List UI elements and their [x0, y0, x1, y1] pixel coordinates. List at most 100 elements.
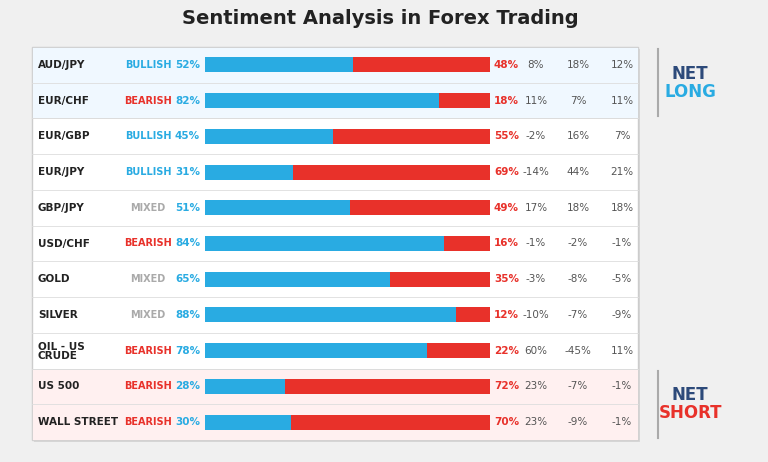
Text: NET: NET [672, 386, 708, 404]
Text: -8%: -8% [568, 274, 588, 284]
Text: OIL - US: OIL - US [38, 342, 84, 352]
Bar [455, 307, 490, 322]
Text: BULLISH: BULLISH [124, 131, 171, 141]
Bar [353, 57, 490, 73]
Text: -10%: -10% [523, 310, 549, 320]
Text: 55%: 55% [494, 131, 519, 141]
Bar [439, 93, 490, 108]
Text: 51%: 51% [175, 203, 200, 213]
Bar [290, 414, 490, 430]
Text: 8%: 8% [528, 60, 545, 70]
Bar [205, 414, 290, 430]
Text: 28%: 28% [175, 382, 200, 391]
Text: 23%: 23% [525, 417, 548, 427]
Text: EUR/JPY: EUR/JPY [38, 167, 84, 177]
Text: -2%: -2% [526, 131, 546, 141]
Text: BEARISH: BEARISH [124, 238, 172, 249]
Bar [32, 369, 638, 440]
Text: 22%: 22% [494, 346, 519, 356]
Text: 18%: 18% [611, 203, 634, 213]
Text: 65%: 65% [175, 274, 200, 284]
Text: WALL STREET: WALL STREET [38, 417, 118, 427]
Text: 44%: 44% [567, 167, 590, 177]
Text: -2%: -2% [568, 238, 588, 249]
Text: EUR/GBP: EUR/GBP [38, 131, 90, 141]
Text: -7%: -7% [568, 310, 588, 320]
Text: 88%: 88% [175, 310, 200, 320]
Text: 60%: 60% [525, 346, 548, 356]
Text: 16%: 16% [494, 238, 519, 249]
Text: MIXED: MIXED [131, 203, 166, 213]
Text: GBP/JPY: GBP/JPY [38, 203, 84, 213]
Bar [205, 236, 445, 251]
Text: BEARISH: BEARISH [124, 346, 172, 356]
Bar [205, 93, 439, 108]
Text: 69%: 69% [494, 167, 519, 177]
Text: BEARISH: BEARISH [124, 382, 172, 391]
Text: USD/CHF: USD/CHF [38, 238, 90, 249]
Bar [293, 164, 490, 180]
Bar [205, 272, 390, 287]
Text: 18%: 18% [494, 96, 519, 106]
Text: EUR/CHF: EUR/CHF [38, 96, 89, 106]
Text: 49%: 49% [494, 203, 519, 213]
Bar [350, 200, 490, 215]
Text: 70%: 70% [494, 417, 519, 427]
FancyBboxPatch shape [32, 47, 638, 440]
Bar [205, 379, 285, 394]
Text: 11%: 11% [611, 346, 634, 356]
Text: 82%: 82% [175, 96, 200, 106]
Text: -7%: -7% [568, 382, 588, 391]
Text: 78%: 78% [175, 346, 200, 356]
Text: -9%: -9% [612, 310, 632, 320]
Text: -5%: -5% [612, 274, 632, 284]
Text: 72%: 72% [494, 382, 519, 391]
Text: 35%: 35% [494, 274, 519, 284]
Text: -9%: -9% [568, 417, 588, 427]
Bar [333, 129, 490, 144]
Bar [445, 236, 490, 251]
Text: 84%: 84% [175, 238, 200, 249]
Bar [32, 47, 638, 118]
Text: 23%: 23% [525, 382, 548, 391]
Text: BEARISH: BEARISH [124, 96, 172, 106]
Bar [285, 379, 490, 394]
Text: BULLISH: BULLISH [124, 60, 171, 70]
Text: SHORT: SHORT [658, 404, 722, 422]
Text: 18%: 18% [567, 203, 590, 213]
Text: 18%: 18% [567, 60, 590, 70]
Text: 17%: 17% [525, 203, 548, 213]
Text: LONG: LONG [664, 83, 716, 101]
Text: 11%: 11% [611, 96, 634, 106]
Text: AUD/JPY: AUD/JPY [38, 60, 85, 70]
Text: 30%: 30% [175, 417, 200, 427]
Text: 7%: 7% [570, 96, 586, 106]
Bar [427, 343, 490, 358]
Text: -1%: -1% [612, 417, 632, 427]
Bar [205, 57, 353, 73]
Bar [205, 307, 455, 322]
Text: SILVER: SILVER [38, 310, 78, 320]
Text: NET: NET [672, 65, 708, 83]
Text: 21%: 21% [611, 167, 634, 177]
Text: 31%: 31% [175, 167, 200, 177]
Text: 12%: 12% [494, 310, 519, 320]
Text: BULLISH: BULLISH [124, 167, 171, 177]
Text: -1%: -1% [612, 382, 632, 391]
Text: 45%: 45% [175, 131, 200, 141]
Text: GOLD: GOLD [38, 274, 71, 284]
Text: 11%: 11% [525, 96, 548, 106]
Bar [205, 343, 427, 358]
Text: 16%: 16% [567, 131, 590, 141]
Text: 12%: 12% [611, 60, 634, 70]
Text: Sentiment Analysis in Forex Trading: Sentiment Analysis in Forex Trading [182, 10, 578, 29]
Text: 52%: 52% [175, 60, 200, 70]
Text: CRUDE: CRUDE [38, 351, 78, 361]
Text: BEARISH: BEARISH [124, 417, 172, 427]
Text: 48%: 48% [494, 60, 519, 70]
Text: -14%: -14% [522, 167, 549, 177]
Bar [205, 200, 350, 215]
Text: US 500: US 500 [38, 382, 79, 391]
Text: MIXED: MIXED [131, 310, 166, 320]
Bar [390, 272, 490, 287]
